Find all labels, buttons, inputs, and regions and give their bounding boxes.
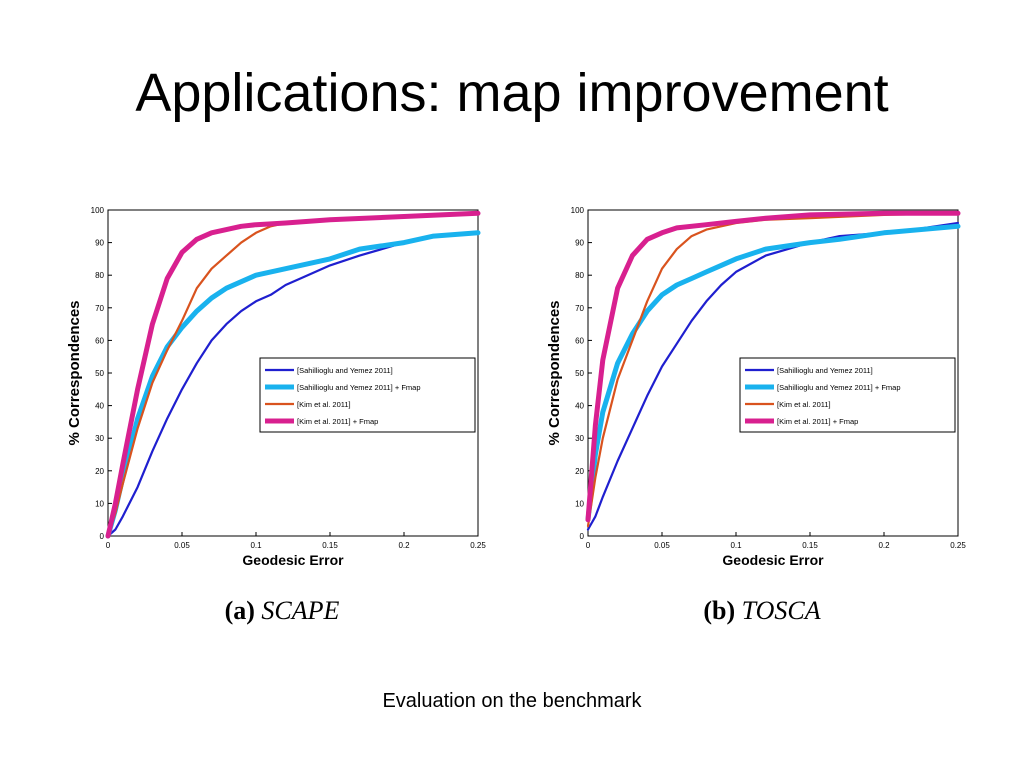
caption-scape: (a) SCAPE <box>62 596 502 626</box>
caption-tosca-name: TOSCA <box>741 596 821 625</box>
scape-legend-label-sahillioglu-fmap: [Sahillioglu and Yemez 2011] + Fmap <box>297 383 421 392</box>
tosca-y-tick-label: 100 <box>571 206 585 215</box>
scape-x-tick-label: 0.1 <box>250 541 262 550</box>
scape-x-axis-label: Geodesic Error <box>242 552 344 568</box>
tosca-legend-label-kim: [Kim et al. 2011] <box>777 400 831 409</box>
slide-title: Applications: map improvement <box>135 63 889 123</box>
caption-tosca-id: (b) <box>703 596 736 625</box>
scape-y-tick-label: 40 <box>95 402 104 411</box>
tosca-series-kim-fmap <box>585 210 961 523</box>
scape-legend <box>259 357 476 433</box>
tosca-x-tick-label: 0 <box>586 541 591 550</box>
scape-y-tick-label: 20 <box>95 467 104 476</box>
tosca-y-axis-label: % Correspondences <box>546 300 563 445</box>
tosca-legend-label-sahillioglu-fmap: [Sahillioglu and Yemez 2011] + Fmap <box>777 383 901 392</box>
scape-legend-label-kim: [Kim et al. 2011] <box>297 400 351 409</box>
tosca-y-tick-label: 50 <box>575 369 584 378</box>
tosca-legend-label-kim-fmap: [Kim et al. 2011] + Fmap <box>777 417 858 426</box>
chart-scape: 0 10 20 30 40 50 60 70 80 90 100 0 0.05 0.1 0.15 0.2 0.2… <box>66 206 486 568</box>
scape-y-tick-label: 50 <box>95 369 104 378</box>
scape-series-sahillioglu-fmap <box>105 230 481 539</box>
tosca-x-tick-label: 0.05 <box>654 541 670 550</box>
scape-y-tick-label: 80 <box>95 271 104 280</box>
tosca-x-tick-label: 0.25 <box>950 541 966 550</box>
scape-series-sahillioglu <box>106 231 480 538</box>
tosca-y-tick-label: 20 <box>575 467 584 476</box>
caption-scape-name: SCAPE <box>261 596 340 625</box>
tosca-y-tick-label: 70 <box>575 304 584 313</box>
tosca-y-tick-label: 10 <box>575 499 584 508</box>
scape-y-tick-label: 30 <box>95 434 104 443</box>
footer-caption: Evaluation on the benchmark <box>382 690 642 712</box>
scape-legend-label-sahillioglu: [Sahillioglu and Yemez 2011] <box>297 366 393 375</box>
tosca-x-tick-label: 0.2 <box>878 541 890 550</box>
caption-scape-id: (a) <box>224 596 255 625</box>
tosca-legend-label-sahillioglu: [Sahillioglu and Yemez 2011] <box>777 366 873 375</box>
scape-y-tick-label: 0 <box>100 532 105 541</box>
tosca-y-tick-label: 0 <box>580 532 585 541</box>
tosca-x-tick-label: 0.15 <box>802 541 818 550</box>
tosca-x-axis-label: Geodesic Error <box>722 552 824 568</box>
tosca-y-tick-label: 80 <box>575 271 584 280</box>
scape-x-tick-label: 0.05 <box>174 541 190 550</box>
tosca-series-sahillioglu-fmap <box>585 223 961 523</box>
scape-x-tick-label: 0.2 <box>398 541 410 550</box>
scape-series-kim-fmap <box>105 210 481 539</box>
scape-y-tick-label: 10 <box>95 499 104 508</box>
tosca-y-tick-label: 60 <box>575 336 584 345</box>
scape-y-tick-label: 70 <box>95 304 104 313</box>
scape-y-tick-label: 60 <box>95 336 104 345</box>
tosca-y-tick-label: 30 <box>575 434 584 443</box>
tosca-y-tick-label: 40 <box>575 402 584 411</box>
tosca-legend <box>739 357 956 433</box>
scape-legend-label-kim-fmap: [Kim et al. 2011] + Fmap <box>297 417 378 426</box>
caption-tosca: (b) TOSCA <box>542 596 982 626</box>
scape-x-tick-label: 0 <box>106 541 111 550</box>
scape-y-axis-label: % Correspondences <box>66 300 83 445</box>
scape-x-tick-label: 0.25 <box>470 541 486 550</box>
chart-tosca: 0 10 20 30 40 50 60 70 80 90 100 0 0.05 0.1 0.15 0.2 0.2… <box>546 206 966 568</box>
scape-x-tick-label: 0.15 <box>322 541 338 550</box>
scape-y-tick-label: 90 <box>95 239 104 248</box>
tosca-y-tick-label: 90 <box>575 239 584 248</box>
tosca-series-sahillioglu <box>586 221 960 531</box>
tosca-x-tick-label: 0.1 <box>730 541 742 550</box>
scape-y-tick-label: 100 <box>91 206 105 215</box>
